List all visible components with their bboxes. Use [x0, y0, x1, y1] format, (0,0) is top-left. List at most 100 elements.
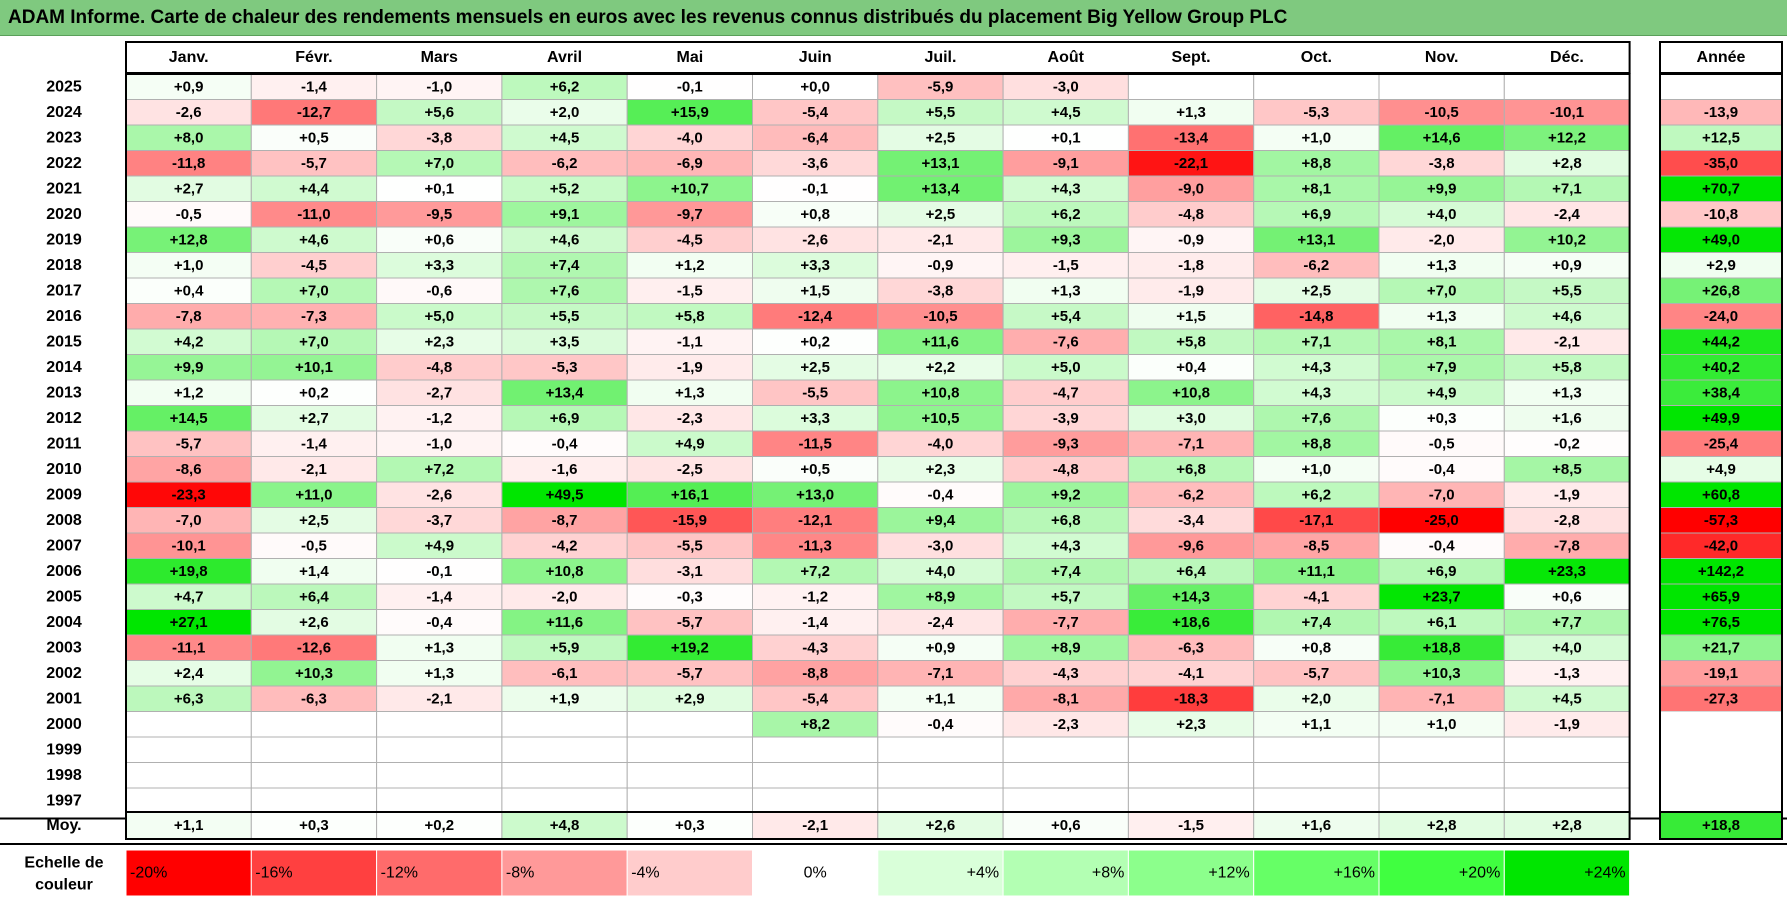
cell-value: +4,7: [174, 588, 204, 605]
year-label-2006: 2006: [46, 563, 82, 580]
year-label-2001: 2001: [46, 690, 82, 707]
heatmap-cell: [626, 787, 754, 814]
heatmap-cell: [1378, 73, 1505, 100]
cell-value: +2,5: [299, 512, 329, 529]
heatmap-cell: [877, 303, 1004, 330]
cell-value: +1,3: [1552, 384, 1582, 401]
scale-swatch: [1503, 849, 1631, 897]
heatmap-cell: [501, 456, 628, 483]
cell-value: -18,3: [1174, 690, 1208, 707]
year-label-2014: 2014: [46, 359, 82, 376]
year-label-2016: 2016: [46, 308, 82, 325]
cell-value: +5,6: [424, 104, 454, 121]
heatmap-cell: [125, 252, 252, 279]
cell-value: +8,9: [1051, 639, 1081, 656]
cell-value: +3,0: [1176, 410, 1206, 427]
cell-value: -7,0: [1429, 486, 1455, 503]
cell-value: +0,9: [926, 639, 956, 656]
heatmap-cell: [1253, 736, 1380, 763]
cell-value: -8,5: [1303, 537, 1329, 554]
average-value: +2,8: [1552, 817, 1582, 834]
heatmap-cell: [877, 175, 1004, 202]
heatmap-cell: [1503, 328, 1631, 355]
cell-value: +6,2: [1302, 486, 1332, 503]
cell-value: +0,5: [299, 129, 329, 146]
average-value: +0,2: [424, 817, 454, 834]
year-label-2017: 2017: [46, 282, 82, 299]
cell-value: -9,0: [1178, 180, 1204, 197]
cell-value: -9,7: [677, 206, 703, 223]
heatmap-cell: [1127, 583, 1255, 610]
cell-value: +4,5: [1051, 104, 1081, 121]
heatmap-cell: [877, 583, 1004, 610]
heatmap-cell: [501, 430, 628, 457]
heatmap-cell: [752, 303, 879, 330]
cell-value: +16,1: [671, 486, 709, 503]
annual-cell: [1659, 660, 1783, 687]
cell-value: -10,1: [1550, 104, 1584, 121]
cell-value: -2,1: [301, 461, 327, 478]
heatmap-cell: [1002, 303, 1129, 330]
cell-value: -7,0: [176, 512, 202, 529]
heatmap-cell: [752, 456, 879, 483]
cell-value: -25,0: [1425, 512, 1459, 529]
heatmap-cell: [125, 787, 252, 814]
cell-value: +10,7: [671, 180, 709, 197]
annual-value: -57,3: [1704, 512, 1738, 529]
cell-value: -1,8: [1178, 257, 1204, 274]
heatmap-cell: [752, 685, 879, 712]
cell-value: -6,2: [1178, 486, 1204, 503]
month-header-11: Déc.: [1550, 49, 1584, 66]
cell-value: +4,9: [675, 435, 705, 452]
cell-value: +9,9: [174, 359, 204, 376]
heatmap-cell: [1378, 507, 1505, 534]
heatmap-cell: [501, 252, 628, 279]
heatmap-cell: [1002, 583, 1129, 610]
cell-value: -3,6: [802, 155, 828, 172]
month-header-9: Oct.: [1301, 49, 1332, 66]
cell-value: +2,5: [800, 359, 830, 376]
heatmap-cell: [626, 124, 754, 151]
heatmap-cell: [1253, 277, 1380, 304]
annual-value: +12,5: [1702, 129, 1740, 146]
heatmap-cell: [1127, 73, 1255, 100]
cell-value: -0,4: [1429, 537, 1456, 554]
year-label-2004: 2004: [46, 614, 82, 631]
heatmap-cell: [250, 456, 378, 483]
heatmap-cell: [376, 226, 503, 253]
cell-value: +0,6: [424, 231, 454, 248]
heatmap-cell: [752, 787, 879, 814]
heatmap-cell: [1002, 405, 1129, 432]
cell-value: -2,0: [552, 588, 578, 605]
heatmap-cell: [752, 736, 879, 763]
cell-value: +1,2: [675, 257, 705, 274]
cell-value: +9,4: [926, 512, 956, 529]
heatmap-cell: [376, 762, 503, 789]
cell-value: +2,9: [675, 690, 705, 707]
cell-value: +4,3: [1302, 384, 1332, 401]
heatmap-cell: [1253, 354, 1380, 381]
cell-value: +23,7: [1423, 588, 1461, 605]
heatmap-cell: [877, 277, 1004, 304]
cell-value: -5,7: [176, 435, 202, 452]
annual-cell: [1659, 150, 1783, 177]
cell-value: +4,9: [1427, 384, 1457, 401]
cell-value: -0,3: [677, 588, 703, 605]
cell-value: +11,0: [295, 486, 332, 503]
cell-value: +7,2: [800, 563, 830, 580]
cell-value: -1,3: [1554, 665, 1580, 682]
cell-value: -0,5: [301, 537, 327, 554]
heatmap-cell: [125, 762, 252, 789]
cell-value: +6,2: [550, 78, 580, 95]
heatmap-cell: [376, 430, 503, 457]
cell-value: +6,8: [1051, 512, 1081, 529]
heatmap-cell: [125, 660, 252, 687]
annual-value: -25,4: [1704, 435, 1739, 452]
cell-value: -1,9: [1554, 486, 1580, 503]
cell-value: +5,9: [550, 639, 580, 656]
heatmap-cell: [1127, 532, 1255, 559]
year-label-2003: 2003: [46, 639, 82, 656]
month-header-1: Févr.: [295, 49, 332, 66]
scale-swatch: [1127, 849, 1255, 897]
heatmap-cell: [752, 328, 879, 355]
